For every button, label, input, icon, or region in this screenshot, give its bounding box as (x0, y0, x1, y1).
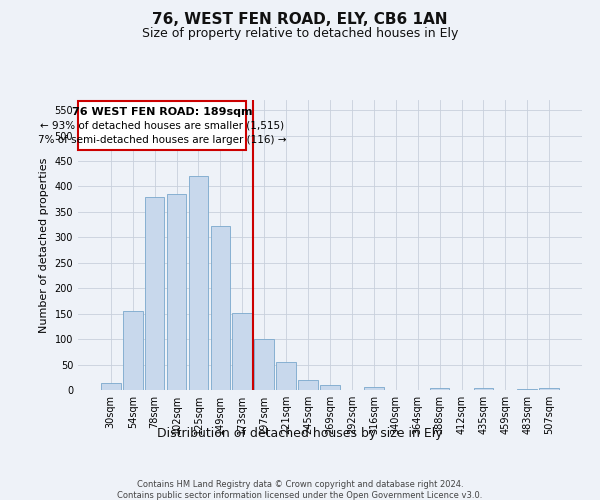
Bar (298, 380, 318, 390)
Text: Contains HM Land Registry data © Crown copyright and database right 2024.: Contains HM Land Registry data © Crown c… (137, 480, 463, 489)
Text: Distribution of detached houses by size in Ely: Distribution of detached houses by size … (157, 428, 443, 440)
Text: Contains public sector information licensed under the Open Government Licence v3: Contains public sector information licen… (118, 491, 482, 500)
Bar (473, 388, 493, 390)
Bar (145, 196, 164, 390)
Y-axis label: Number of detached properties: Number of detached properties (39, 158, 49, 332)
Bar (539, 388, 559, 390)
Bar (101, 384, 121, 390)
Bar (123, 311, 143, 390)
Text: Size of property relative to detached houses in Ely: Size of property relative to detached ho… (142, 28, 458, 40)
Bar (188, 176, 208, 390)
Text: 76, WEST FEN ROAD, ELY, CB6 1AN: 76, WEST FEN ROAD, ELY, CB6 1AN (152, 12, 448, 28)
Bar (211, 226, 230, 390)
Bar (364, 388, 384, 390)
Bar (430, 388, 449, 390)
Bar (254, 339, 274, 390)
FancyBboxPatch shape (79, 101, 245, 150)
Text: 7% of semi-detached houses are larger (116) →: 7% of semi-detached houses are larger (1… (38, 135, 286, 145)
Bar (232, 312, 252, 390)
Bar (167, 194, 187, 390)
Bar (320, 385, 340, 390)
Text: ← 93% of detached houses are smaller (1,515): ← 93% of detached houses are smaller (1,… (40, 120, 284, 130)
Text: 76 WEST FEN ROAD: 189sqm: 76 WEST FEN ROAD: 189sqm (72, 107, 252, 117)
Bar (276, 362, 296, 390)
